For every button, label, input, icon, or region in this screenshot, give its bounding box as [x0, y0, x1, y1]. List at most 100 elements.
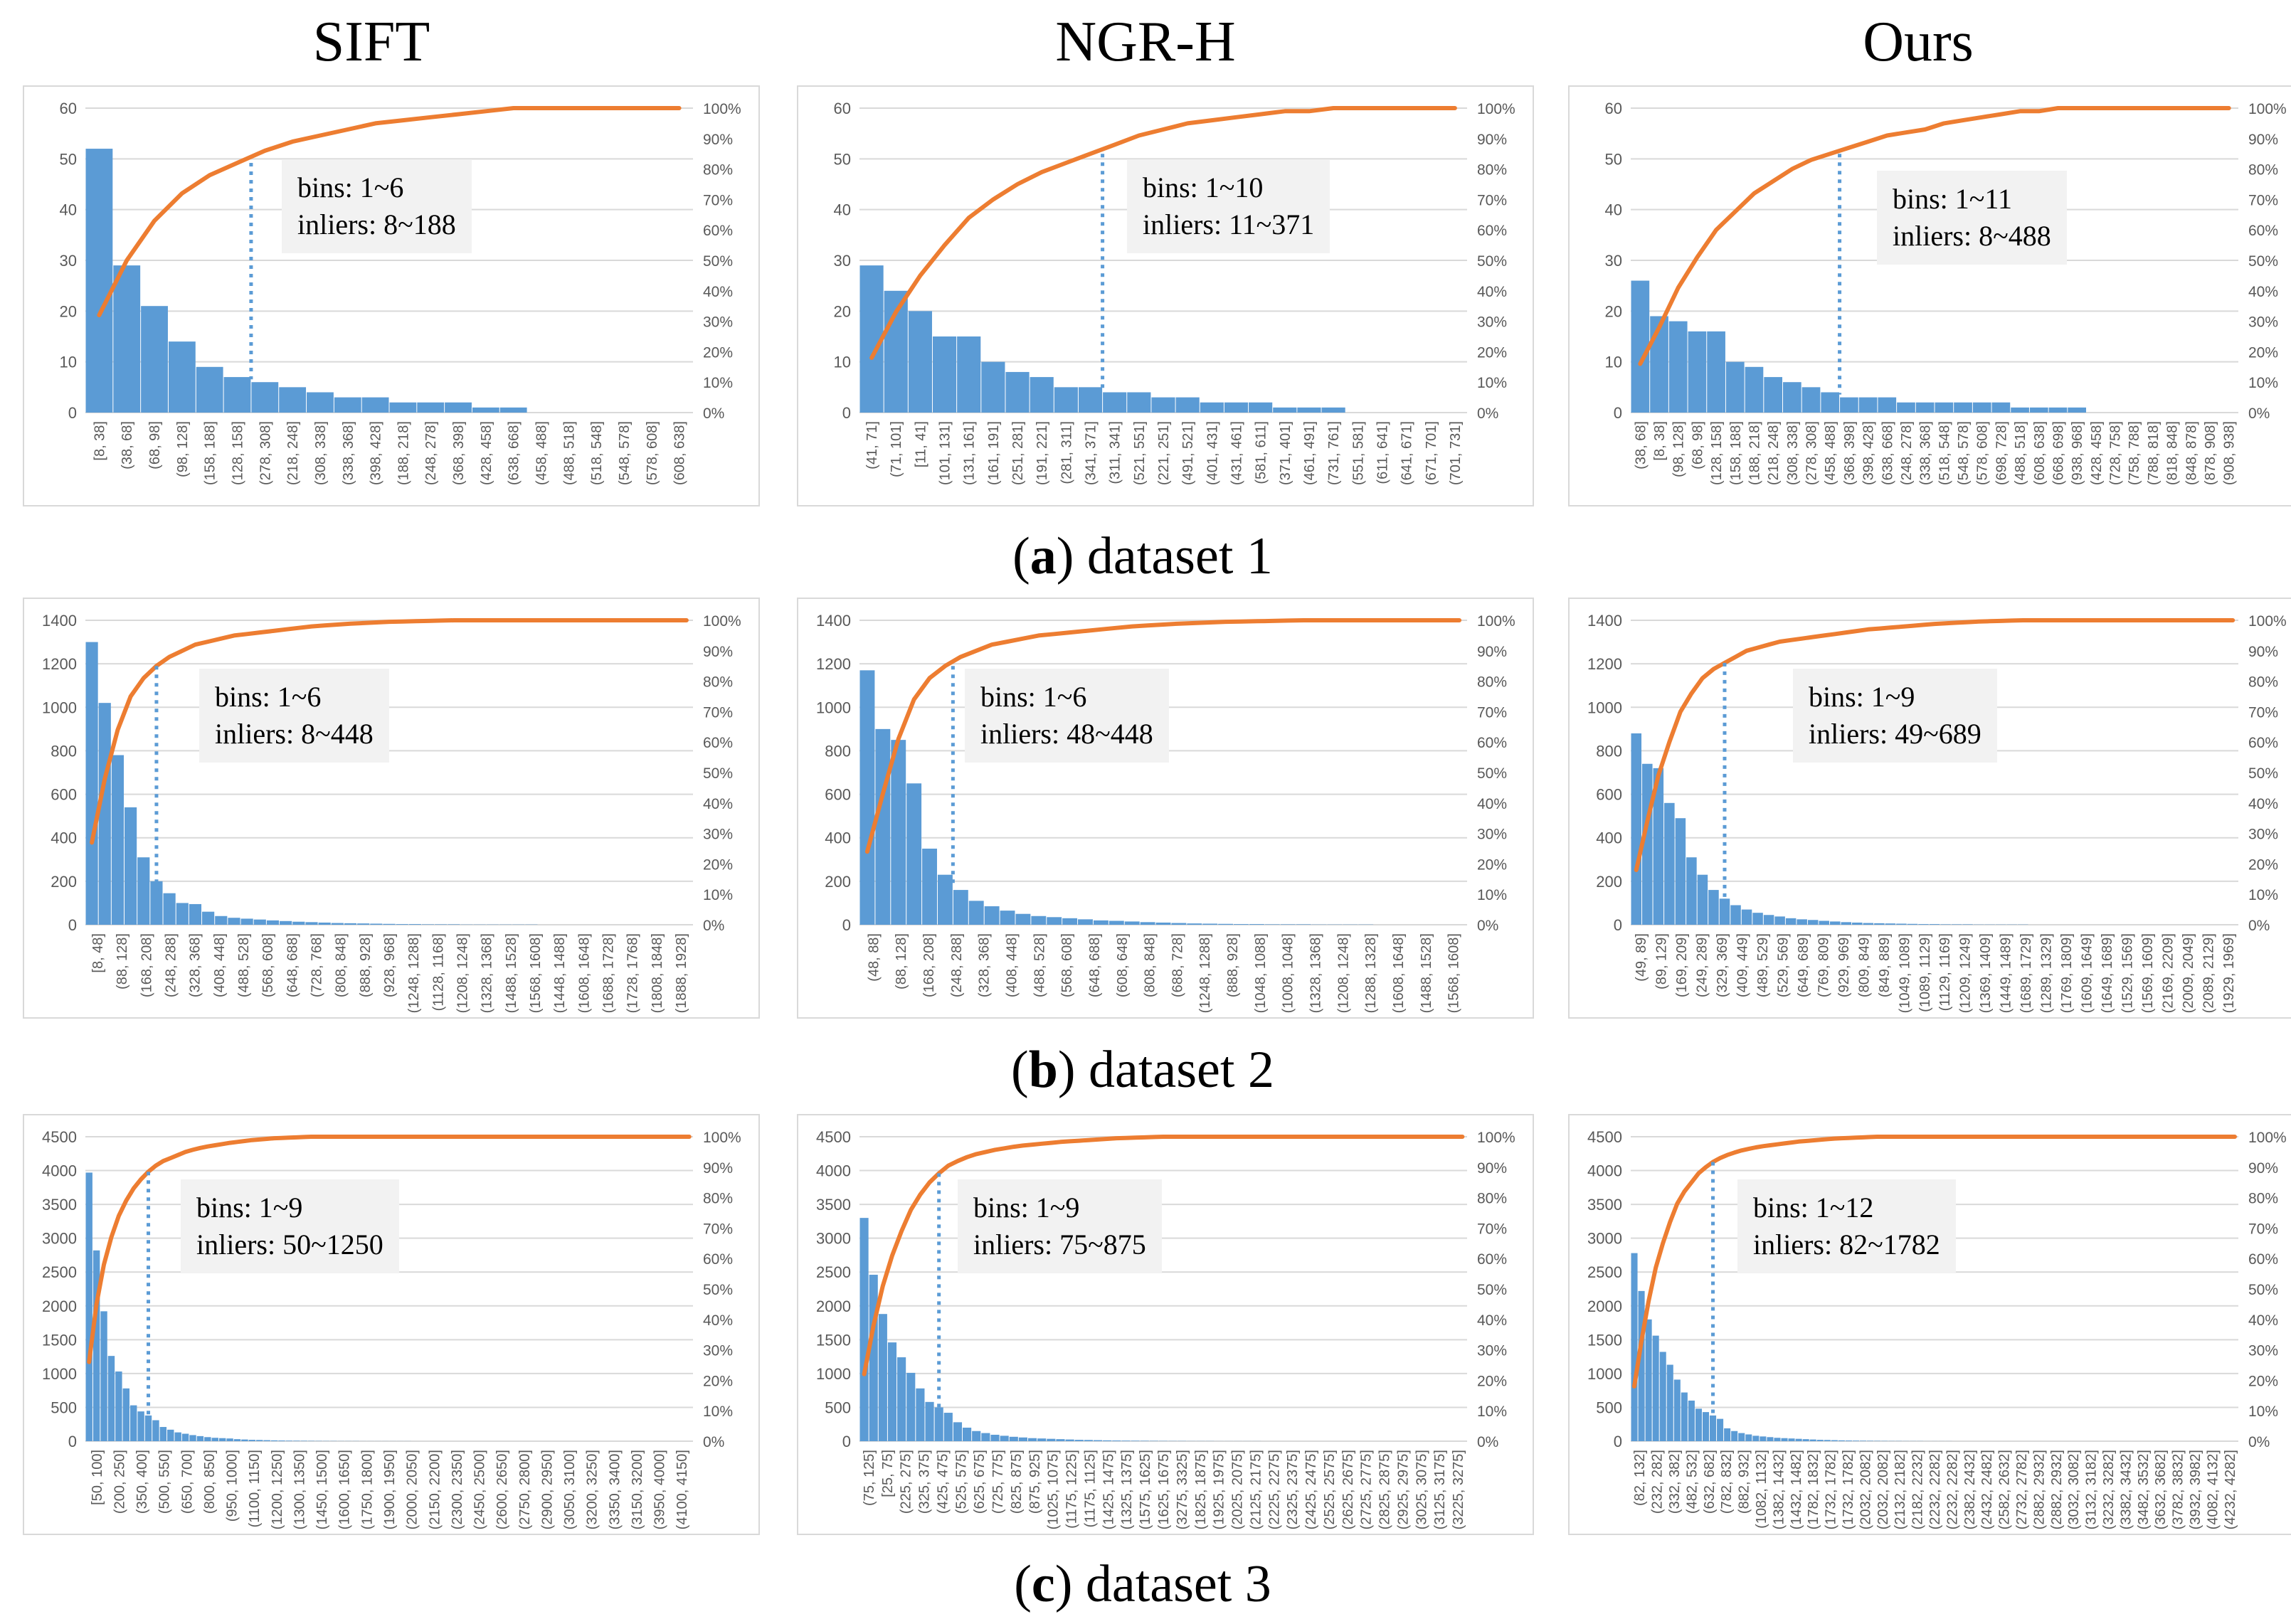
x-tick-label: (3025, 3075]	[1414, 1450, 1429, 1529]
bar	[1093, 1440, 1103, 1441]
bar	[1000, 1435, 1009, 1441]
bar	[1664, 802, 1675, 925]
bar	[226, 1438, 233, 1441]
chart-ours-dataset-1: 0 10 20 30 40 50 60 0% 10% 20% 30% 40% 50% 60% 70% 80% 9…	[1568, 85, 2291, 506]
y2-tick-label: 70%	[2248, 704, 2278, 721]
x-tick-label: (500, 550]	[157, 1450, 173, 1514]
y-tick-label: 30	[834, 252, 851, 270]
x-tick-label: (48, 88]	[866, 933, 882, 982]
y-tick-label: 1000	[1587, 699, 1622, 716]
bar	[141, 306, 168, 413]
bar	[408, 924, 421, 925]
x-tick-label: (1649, 1689]	[2100, 933, 2115, 1013]
annotation-box: bins: 1~6 inliers: 8~448	[199, 669, 389, 763]
y2-tick-label: 100%	[2248, 101, 2287, 117]
bar	[1280, 924, 1296, 925]
x-tick-label: (3125, 3175]	[1432, 1450, 1448, 1529]
bar	[150, 881, 163, 925]
y2-tick-label: 10%	[1477, 1403, 1507, 1420]
x-tick-label: (875, 925]	[1027, 1450, 1043, 1514]
y-tick-label: 400	[825, 829, 851, 847]
annotation-inliers: inliers: 8~188	[297, 208, 456, 240]
annotation-box: bins: 1~12 inliers: 82~1782	[1737, 1179, 1956, 1273]
x-tick-label: (328, 368]	[977, 933, 993, 997]
bar	[137, 1411, 144, 1441]
x-tick-label: (1568, 1608]	[1446, 933, 1462, 1013]
x-tick-label: (1288, 1328]	[1363, 933, 1379, 1013]
bar	[1056, 1439, 1065, 1441]
x-tick-label: (1369, 1409]	[1978, 933, 1994, 1013]
annotation-box: bins: 1~10 inliers: 11~371	[1127, 159, 1330, 253]
bar	[248, 1440, 256, 1441]
y2-tick-label: 20%	[1477, 856, 1507, 873]
x-tick-label: (425, 475]	[935, 1450, 951, 1514]
y2-tick-label: 10%	[1477, 375, 1507, 391]
bar	[137, 857, 150, 925]
x-tick-label: (1209, 1249]	[1958, 933, 1974, 1013]
bar	[1297, 407, 1321, 413]
x-tick-label: (2182, 2232]	[1910, 1450, 1926, 1529]
cumulative-line	[1638, 106, 2231, 366]
annotation-bins: bins: 1~9	[1809, 681, 1915, 713]
x-tick-label: (98, 128]	[175, 421, 191, 477]
bar	[1673, 1379, 1681, 1441]
y2-tick-label: 90%	[2248, 644, 2278, 660]
bar	[859, 1218, 869, 1441]
bar	[887, 1342, 897, 1441]
bar	[1774, 916, 1785, 925]
x-tick-label: (158, 188]	[203, 421, 218, 485]
bar	[1829, 921, 1841, 925]
x-tick-label: (4082, 4132]	[2205, 1450, 2221, 1529]
y-tick-label: 4500	[1587, 1128, 1622, 1146]
y-tick-label: 0	[1614, 1433, 1622, 1450]
bar	[1760, 1436, 1767, 1441]
x-tick-label: (428, 458]	[479, 421, 494, 485]
bar	[1103, 392, 1127, 413]
x-tick-label: (161, 191]	[986, 421, 1002, 485]
x-tick-label: (329, 369]	[1715, 933, 1730, 997]
x-tick-label: (1175, 1125]	[1082, 1450, 1098, 1527]
x-tick-label: (398, 428]	[369, 421, 384, 485]
bar	[1897, 402, 1915, 413]
x-tick-label: (725, 775]	[990, 1450, 1006, 1514]
bar	[300, 1440, 307, 1441]
bar	[1631, 733, 1642, 925]
y2-tick-label: 20%	[703, 856, 733, 873]
y-tick-label: 3500	[42, 1196, 77, 1214]
bar	[1140, 1440, 1149, 1441]
x-tick-label: (525, 575]	[953, 1450, 969, 1514]
y2-tick-label: 30%	[1477, 1343, 1507, 1359]
bar	[981, 1433, 990, 1441]
bar	[1752, 913, 1763, 925]
y2-tick-label: 0%	[1477, 918, 1498, 934]
x-tick-label: (408, 448]	[1005, 933, 1020, 997]
x-tick-label: (128, 158]	[1709, 421, 1725, 485]
x-tick-label: (782, 832]	[1719, 1450, 1735, 1514]
bar	[1858, 397, 1878, 413]
annotation-inliers: inliers: 8~448	[215, 718, 374, 750]
x-tick-label: (409, 449]	[1735, 933, 1751, 997]
x-tick-label: (88, 128]	[894, 933, 909, 989]
bar	[1708, 890, 1719, 925]
y-tick-label: 2000	[42, 1297, 77, 1315]
x-tick-label: (350, 400]	[134, 1450, 150, 1514]
bar	[2011, 407, 2029, 413]
bar	[1234, 924, 1249, 925]
bar	[253, 919, 266, 925]
chart-svg: 0 200 400 600 800 1000 1200 1400 0% 10% 20% 30% 40% 5…	[1587, 612, 2287, 1013]
bar	[953, 1422, 963, 1441]
x-tick-label: (200, 250]	[112, 1450, 127, 1514]
bar	[85, 149, 113, 413]
bar	[1218, 923, 1234, 925]
bar	[305, 922, 318, 925]
x-tick-label: (938, 968]	[2070, 421, 2085, 485]
chart-ngr-h-dataset-2: 0 200 400 600 800 1000 1200 1400 0% 10% 20% 30% 40% 5…	[797, 598, 1534, 1019]
y2-tick-label: 0%	[703, 405, 724, 422]
y-tick-label: 1000	[816, 699, 851, 716]
bar	[144, 1415, 152, 1441]
x-tick-label: (1208, 1248]	[455, 933, 470, 1013]
y2-tick-label: 60%	[2248, 1251, 2278, 1268]
bar	[196, 366, 223, 413]
x-tick-label: (1449, 1489]	[1999, 933, 2014, 1013]
chart-sift-dataset-3: 0 500 1000 1500 2000 2500 3000 3500 4000 4500 0% 10…	[23, 1114, 760, 1535]
